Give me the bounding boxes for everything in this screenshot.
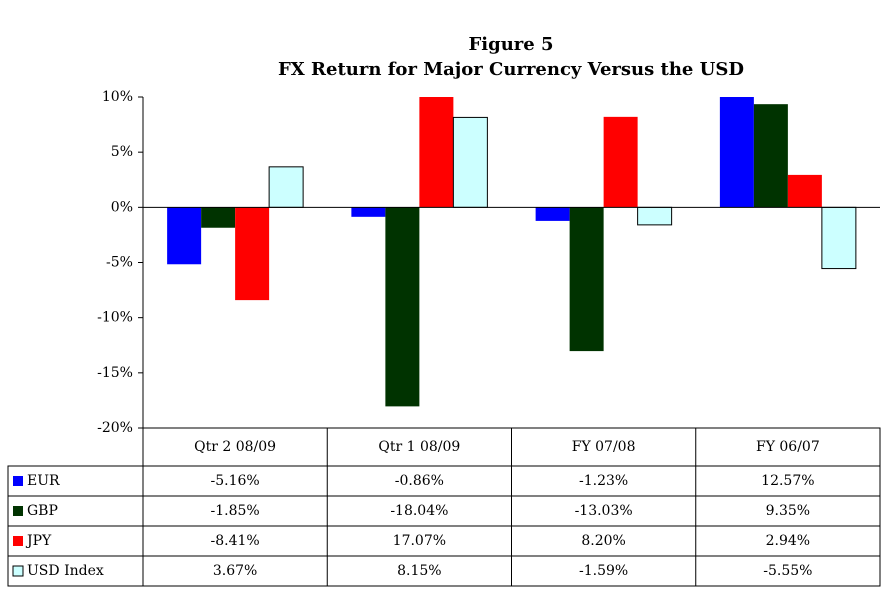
legend-label: EUR — [27, 473, 60, 489]
bar — [167, 207, 202, 265]
y-tick-label: -5% — [106, 255, 133, 271]
x-tick-label: FY 06/07 — [756, 439, 820, 455]
data-label: -18.04% — [390, 503, 448, 519]
legend-swatch — [13, 506, 23, 516]
data-label: -5.55% — [763, 563, 812, 579]
data-label: 17.07% — [393, 533, 446, 549]
x-tick-label: FY 07/08 — [572, 439, 636, 455]
data-label: 3.67% — [213, 563, 257, 579]
bar — [821, 206, 857, 270]
data-label: 9.35% — [766, 503, 810, 519]
bar — [787, 174, 822, 208]
bar — [637, 206, 673, 226]
y-tick-label: -10% — [97, 310, 133, 326]
x-tick-label: Qtr 1 08/09 — [378, 439, 460, 455]
legend-swatch — [12, 565, 24, 577]
data-label: 2.94% — [766, 533, 810, 549]
data-label: -1.23% — [579, 473, 628, 489]
bar — [719, 97, 754, 208]
data-label: -1.59% — [579, 563, 628, 579]
data-label: -1.85% — [211, 503, 260, 519]
chart-title: Figure 5 — [468, 34, 553, 55]
bar — [452, 116, 488, 208]
legend-label: GBP — [27, 503, 58, 519]
legend-swatch — [13, 476, 23, 486]
legend-label: JPY — [25, 533, 52, 549]
x-tick-label: Qtr 2 08/09 — [194, 439, 276, 455]
bar — [419, 97, 454, 208]
bar — [201, 207, 236, 228]
data-label: 12.57% — [761, 473, 814, 489]
chart-subtitle: FX Return for Major Currency Versus the … — [278, 59, 744, 80]
bar — [268, 166, 304, 208]
bar — [351, 207, 386, 217]
data-label: -13.03% — [575, 503, 633, 519]
bar — [385, 207, 420, 407]
legend-swatch — [13, 536, 23, 546]
bar — [235, 207, 270, 301]
bar — [603, 116, 638, 208]
bar — [535, 207, 570, 221]
data-label: 8.20% — [581, 533, 625, 549]
data-label: -0.86% — [395, 473, 444, 489]
y-tick-label: -15% — [97, 365, 133, 381]
data-label: 8.15% — [397, 563, 441, 579]
y-tick-label: -20% — [97, 420, 133, 436]
legend-label: USD Index — [27, 563, 104, 579]
data-label: -8.41% — [211, 533, 260, 549]
y-tick-label: 5% — [111, 144, 133, 160]
data-label: -5.16% — [211, 473, 260, 489]
y-tick-label: 0% — [111, 199, 133, 215]
y-tick-label: 10% — [102, 89, 133, 105]
bar — [753, 104, 788, 208]
plot-area — [167, 97, 857, 407]
bar — [569, 207, 604, 352]
